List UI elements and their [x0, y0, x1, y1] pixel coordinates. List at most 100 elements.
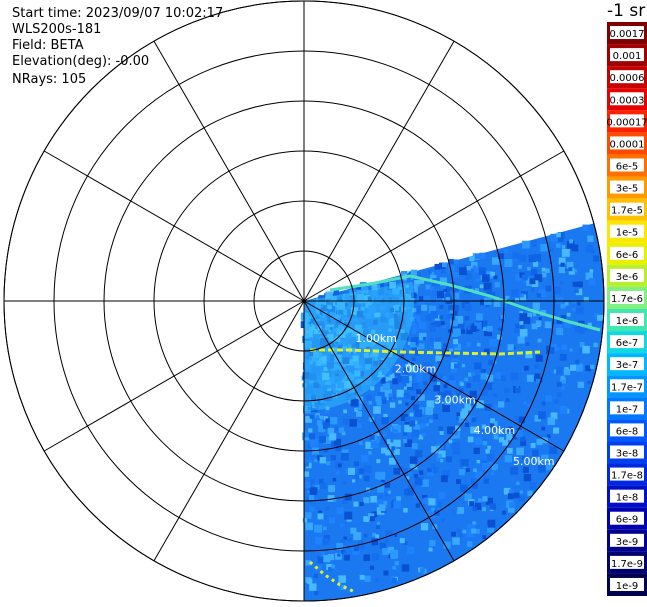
noise-cell — [526, 374, 534, 382]
noise-cell — [451, 284, 459, 292]
noise-cell — [453, 292, 460, 299]
noise-cell — [458, 469, 466, 476]
noise-cell — [536, 312, 541, 317]
noise-cell — [371, 349, 379, 357]
noise-cell — [335, 308, 339, 312]
noise-cell — [535, 354, 543, 362]
noise-cell — [317, 513, 324, 520]
noise-cell — [414, 287, 418, 292]
noise-cell — [509, 433, 517, 440]
noise-cell — [458, 416, 466, 423]
noise-cell — [319, 436, 326, 443]
noise-cell — [387, 490, 391, 494]
noise-cell — [550, 412, 558, 420]
noise-cell — [514, 297, 520, 302]
noise-cell — [325, 406, 330, 410]
noise-cell — [323, 447, 328, 453]
noise-cell — [381, 357, 385, 361]
noise-cell — [486, 525, 495, 533]
colorbar-label-bg — [610, 489, 644, 503]
noise-cell — [329, 332, 334, 336]
noise-cell — [336, 293, 344, 302]
noise-cell — [364, 575, 371, 582]
noise-cell — [467, 436, 474, 443]
noise-cell — [485, 497, 494, 506]
noise-cell — [519, 324, 525, 330]
noise-cell — [358, 371, 364, 377]
noise-cell — [343, 377, 347, 381]
colorbar-label: 3e-7 — [616, 360, 639, 371]
noise-cell — [459, 267, 467, 275]
noise-cell — [512, 252, 519, 259]
noise-cell — [356, 287, 362, 293]
noise-cell — [514, 327, 520, 333]
noise-cell — [521, 240, 530, 249]
noise-cell — [304, 430, 312, 438]
noise-cell — [354, 370, 361, 377]
noise-cell — [555, 327, 564, 336]
noise-cell — [563, 267, 568, 272]
noise-cell — [560, 303, 566, 309]
noise-cell — [313, 382, 319, 388]
noise-cell — [418, 343, 425, 350]
noise-cell — [450, 366, 457, 373]
noise-cell — [559, 353, 567, 361]
noise-cell — [374, 437, 380, 443]
noise-cell — [393, 448, 400, 455]
noise-cell — [476, 342, 481, 347]
noise-cell — [575, 364, 583, 372]
noise-cell — [476, 400, 484, 409]
noise-cell — [405, 416, 411, 423]
colorbar-label: 0.0017 — [610, 29, 645, 40]
noise-cell — [380, 315, 388, 323]
noise-cell — [426, 400, 435, 409]
noise-cell — [323, 385, 330, 392]
noise-cell — [461, 363, 466, 368]
noise-cell — [553, 313, 558, 318]
noise-cell — [327, 304, 332, 309]
noise-cell — [555, 296, 564, 305]
colorbar-label-bg — [610, 533, 644, 547]
noise-cell — [478, 267, 487, 275]
colorbar-label-bg — [610, 357, 644, 371]
noise-cell — [337, 366, 342, 371]
noise-cell — [338, 327, 342, 331]
noise-cell — [406, 375, 412, 382]
noise-cell — [574, 327, 580, 333]
noise-cell — [545, 395, 552, 402]
colorbar-label: 6e-9 — [616, 515, 639, 526]
noise-cell — [468, 372, 473, 377]
noise-cell — [436, 501, 442, 508]
noise-cell — [531, 323, 538, 330]
colorbar-label-bg — [610, 401, 644, 415]
noise-cell — [305, 355, 310, 360]
polar-grid — [3, 0, 605, 602]
noise-cell — [448, 305, 454, 311]
noise-cell — [319, 342, 326, 349]
noise-cell — [387, 373, 395, 381]
noise-cell — [398, 400, 402, 404]
noise-cell — [415, 450, 423, 458]
noise-cell — [378, 504, 386, 512]
noise-cell — [416, 389, 422, 395]
noise-cell — [309, 433, 316, 440]
noise-cell — [465, 273, 472, 280]
noise-cell — [541, 426, 546, 431]
noise-cell — [366, 487, 371, 492]
ring-label: 2.00km — [395, 363, 437, 376]
noise-cell — [349, 289, 355, 296]
noise-cell — [413, 283, 418, 289]
noise-cell — [315, 303, 322, 310]
noise-cell — [452, 305, 459, 312]
noise-cell — [471, 371, 476, 376]
noise-cell — [510, 289, 519, 297]
noise-cell — [432, 467, 439, 473]
noise-cell — [455, 390, 460, 394]
noise-cell — [490, 471, 495, 476]
noise-cell — [437, 453, 442, 458]
noise-cell — [384, 389, 392, 397]
noise-cell — [472, 265, 477, 270]
noise-cell — [309, 415, 314, 419]
noise-cell — [397, 376, 404, 383]
colorbar-label: 1.7e-7 — [611, 382, 643, 393]
